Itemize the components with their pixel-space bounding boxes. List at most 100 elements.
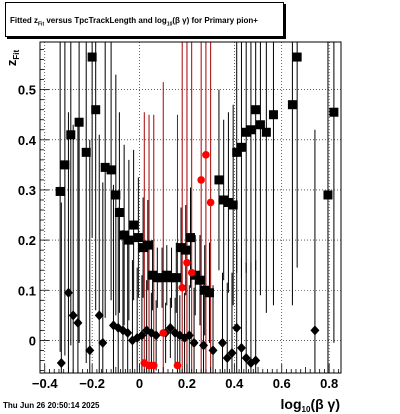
data-point-diamond bbox=[137, 330, 147, 341]
data-point-diamond bbox=[151, 330, 161, 341]
data-point-diamond bbox=[73, 317, 83, 328]
data-point-circle bbox=[206, 198, 215, 207]
data-point-diamond bbox=[199, 340, 209, 351]
data-point-square bbox=[138, 243, 148, 253]
footer-timestamp: Thu Jun 26 20:50:14 2025 bbox=[3, 401, 100, 410]
data-point-square bbox=[114, 208, 124, 218]
data-point-diamond bbox=[236, 342, 246, 353]
data-point-diamond bbox=[63, 287, 73, 298]
data-markers bbox=[55, 52, 339, 370]
data-point-square bbox=[91, 105, 101, 115]
y-axis: 0 0.1 0.2 0.3 0.4 0.5 bbox=[18, 49, 49, 371]
data-point-square bbox=[106, 165, 116, 175]
x-tick-label: 0.2 bbox=[178, 376, 196, 391]
data-point-diamond bbox=[123, 327, 133, 338]
y-tick-label: 0.3 bbox=[18, 183, 36, 198]
data-point-square bbox=[261, 127, 271, 137]
x-axis-label: log10(β γ) bbox=[281, 396, 340, 414]
data-point-square bbox=[148, 270, 158, 280]
data-point-square bbox=[152, 273, 162, 283]
plot-frame bbox=[39, 41, 342, 374]
data-point-circle bbox=[149, 361, 158, 370]
error-bars bbox=[59, 42, 335, 373]
data-point-square bbox=[241, 127, 251, 137]
data-point-circle bbox=[159, 329, 168, 337]
data-point-square bbox=[60, 160, 70, 170]
x-tick-label: −0.2 bbox=[79, 376, 105, 391]
data-point-square bbox=[204, 288, 214, 298]
data-point-circle bbox=[173, 361, 182, 370]
data-point-square bbox=[74, 117, 84, 127]
chart-title: Fitted zFit versus TpcTrackLength and lo… bbox=[5, 2, 284, 37]
data-point-square bbox=[186, 233, 195, 243]
x-axis: −0.4 −0.2 0 0.2 0.4 0.6 0.8 bbox=[32, 364, 340, 391]
data-point-square bbox=[246, 125, 256, 135]
data-point-square bbox=[181, 245, 191, 255]
data-point-square bbox=[236, 142, 246, 152]
x-tick-label: 0.4 bbox=[225, 376, 244, 391]
data-point-square bbox=[255, 120, 265, 130]
data-point-diamond bbox=[217, 337, 227, 348]
data-point-square bbox=[232, 147, 242, 157]
x-tick-label: 0 bbox=[136, 376, 143, 391]
data-point-diamond bbox=[189, 337, 199, 348]
data-point-diamond bbox=[310, 325, 320, 336]
data-point-diamond bbox=[165, 322, 175, 333]
x-tick-label: −0.4 bbox=[32, 376, 58, 391]
data-point-diamond bbox=[222, 352, 232, 363]
data-point-square bbox=[200, 285, 210, 295]
data-point-square bbox=[287, 100, 297, 110]
y-tick-label: 0.1 bbox=[18, 283, 36, 298]
data-point-circle bbox=[178, 283, 187, 292]
data-point-square bbox=[87, 52, 97, 62]
y-axis-label: zFit bbox=[4, 50, 21, 67]
data-point-square bbox=[133, 233, 143, 243]
y-tick-label: 0 bbox=[29, 333, 36, 348]
data-point-square bbox=[171, 273, 181, 283]
data-point-diamond bbox=[98, 337, 108, 348]
data-point-square bbox=[251, 105, 261, 115]
data-point-square bbox=[55, 186, 65, 196]
data-point-diamond bbox=[232, 322, 242, 333]
data-point-square bbox=[214, 175, 224, 185]
data-point-square bbox=[292, 52, 302, 62]
data-point-square bbox=[167, 273, 177, 283]
x-tick-label: 0.6 bbox=[273, 376, 291, 391]
data-point-diamond bbox=[56, 357, 66, 368]
data-point-square bbox=[119, 230, 129, 240]
data-point-circle bbox=[183, 258, 191, 267]
data-point-square bbox=[162, 270, 172, 280]
data-point-square bbox=[195, 275, 205, 285]
data-point-square bbox=[124, 235, 134, 245]
data-point-diamond bbox=[85, 345, 95, 356]
data-point-square bbox=[81, 147, 91, 157]
data-point-square bbox=[157, 273, 167, 283]
data-point-diamond bbox=[184, 330, 194, 341]
data-point-diamond bbox=[227, 347, 237, 358]
data-point-diamond bbox=[94, 310, 104, 321]
data-point-square bbox=[111, 190, 121, 200]
data-point-circle bbox=[187, 268, 196, 277]
y-tick-label: 0.2 bbox=[18, 233, 36, 248]
data-point-square bbox=[329, 107, 339, 117]
data-point-square bbox=[268, 110, 278, 120]
y-tick-label: 0.4 bbox=[18, 133, 37, 148]
data-point-square bbox=[176, 243, 186, 253]
data-point-square bbox=[100, 162, 110, 172]
data-point-square bbox=[129, 220, 139, 230]
data-point-square bbox=[228, 200, 238, 210]
data-point-diamond bbox=[241, 352, 251, 363]
data-point-square bbox=[143, 240, 153, 250]
data-point-diamond bbox=[251, 355, 261, 366]
data-point-square bbox=[323, 190, 333, 200]
y-tick-label: 0.5 bbox=[18, 83, 36, 98]
data-point-circle bbox=[202, 151, 210, 159]
data-point-square bbox=[223, 197, 233, 207]
data-point-square bbox=[66, 130, 76, 140]
data-point-circle bbox=[197, 176, 205, 184]
data-point-diamond bbox=[68, 310, 78, 321]
data-point-square bbox=[190, 270, 200, 280]
data-point-square bbox=[219, 195, 229, 205]
data-point-diamond bbox=[208, 345, 218, 356]
